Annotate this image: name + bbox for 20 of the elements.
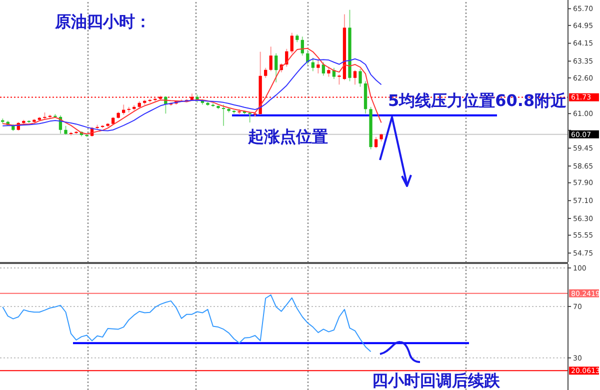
candlestick <box>248 111 252 124</box>
candlestick <box>316 60 320 74</box>
candlestick <box>274 52 278 83</box>
annotation: 5均线压力位置60.8附近 <box>388 91 568 110</box>
annotation: 四小时回调后续跌 <box>372 371 501 390</box>
candlestick <box>122 104 126 116</box>
candlestick <box>338 74 341 86</box>
text: 原油四小时： <box>54 12 151 31</box>
candlestick <box>269 46 272 72</box>
candlestick <box>290 32 294 54</box>
annotation: 起涨点位置 <box>247 127 328 146</box>
candlestick <box>358 68 362 88</box>
candlestick <box>222 104 226 126</box>
candlestick <box>311 57 315 72</box>
candlestick <box>322 62 326 76</box>
candlestick <box>374 136 378 149</box>
line-series <box>2 294 372 352</box>
candlestick <box>353 70 357 86</box>
candlestick <box>264 67 268 78</box>
candlestick <box>327 66 330 78</box>
